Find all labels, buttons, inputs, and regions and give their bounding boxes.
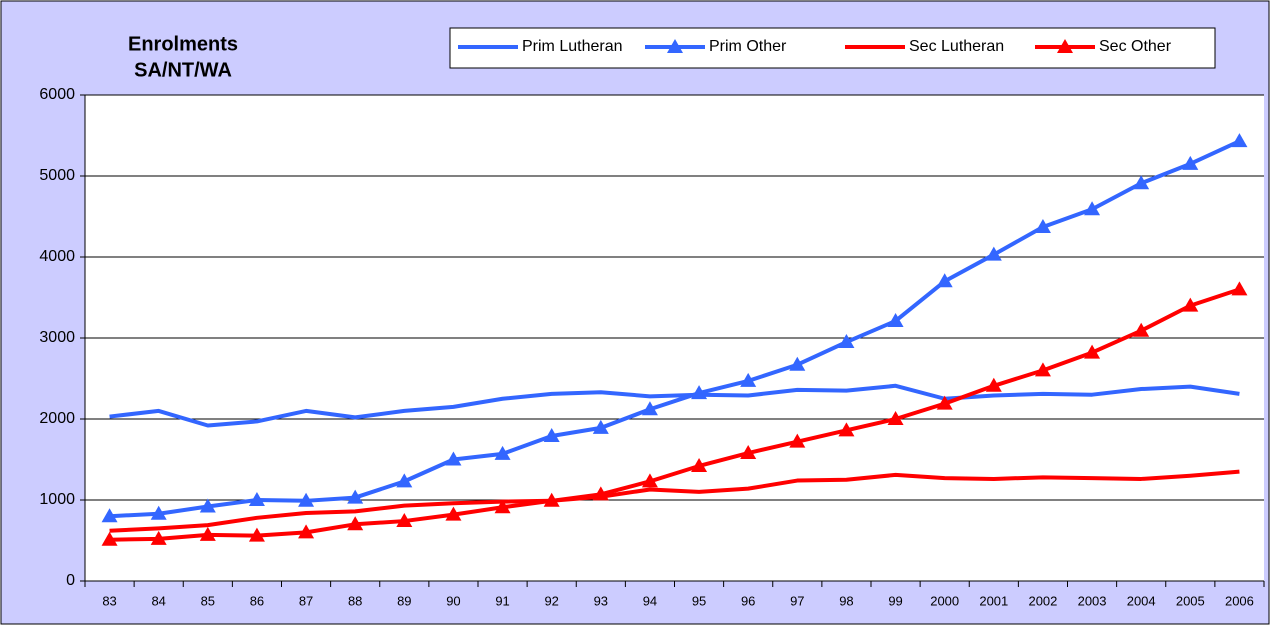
- data-point: [1034, 219, 1051, 234]
- data-point: [985, 246, 1002, 261]
- data-point: [887, 312, 904, 327]
- x-tick-label: 90: [446, 593, 460, 608]
- data-point: [199, 526, 216, 541]
- x-tick-label: 93: [594, 593, 608, 608]
- data-point: [347, 489, 364, 504]
- data-point: [445, 451, 462, 466]
- y-tick-label: 1000: [39, 491, 75, 508]
- data-point: [445, 506, 462, 521]
- data-point: [936, 395, 953, 410]
- data-point: [101, 531, 118, 546]
- data-point: [150, 530, 167, 545]
- chart-title: Enrolments: [128, 33, 238, 55]
- x-tick-label: 89: [397, 593, 411, 608]
- data-point: [936, 273, 953, 288]
- data-point: [691, 385, 708, 400]
- data-point: [1133, 175, 1150, 190]
- data-point: [543, 428, 560, 443]
- x-tick-label: 92: [544, 593, 558, 608]
- data-point: [740, 445, 757, 460]
- data-point: [887, 411, 904, 425]
- data-point: [396, 473, 413, 488]
- data-point: [592, 486, 609, 501]
- data-point: [248, 492, 265, 506]
- data-point: [298, 492, 315, 507]
- legend-label: Sec Other: [1099, 38, 1172, 55]
- y-tick-label: 5000: [39, 167, 75, 184]
- x-tick-label: 2006: [1225, 593, 1254, 608]
- data-point: [1034, 362, 1051, 377]
- data-point: [150, 505, 167, 520]
- data-point: [789, 356, 806, 371]
- y-tick-label: 4000: [39, 248, 75, 265]
- data-point: [199, 498, 216, 513]
- data-point: [838, 422, 855, 437]
- x-tick-label: 91: [495, 593, 509, 608]
- legend-label: Prim Other: [709, 38, 787, 55]
- data-point: [641, 401, 658, 416]
- series-line: [109, 383, 1240, 428]
- legend-marker: [667, 39, 683, 53]
- x-tick-label: 97: [790, 593, 804, 608]
- legend-label: Sec Lutheran: [909, 38, 1004, 55]
- data-point: [1231, 133, 1248, 148]
- data-point: [494, 499, 511, 514]
- data-point: [985, 377, 1002, 392]
- x-tick-label: 87: [299, 593, 313, 608]
- x-tick-label: 2005: [1176, 593, 1205, 608]
- data-point: [641, 473, 658, 488]
- data-point: [1133, 322, 1150, 337]
- data-point: [494, 445, 511, 460]
- data-point: [838, 334, 855, 349]
- series-line: [109, 469, 1240, 533]
- data-point: [1182, 155, 1199, 170]
- x-tick-label: 95: [692, 593, 706, 608]
- data-point: [298, 524, 315, 539]
- x-tick-label: 96: [741, 593, 755, 608]
- data-point: [789, 433, 806, 448]
- data-point: [592, 419, 609, 434]
- x-tick-label: 2001: [979, 593, 1008, 608]
- y-tick-label: 2000: [39, 410, 75, 427]
- data-point: [1084, 344, 1101, 359]
- x-tick-label: 2003: [1078, 593, 1107, 608]
- y-tick-label: 0: [66, 572, 75, 589]
- x-tick-label: 83: [102, 593, 116, 608]
- chart-subtitle: SA/NT/WA: [134, 59, 232, 81]
- x-tick-label: 84: [151, 593, 165, 608]
- data-point: [740, 372, 757, 387]
- data-point: [396, 513, 413, 528]
- x-tick-label: 98: [839, 593, 853, 608]
- data-point: [691, 457, 708, 472]
- x-tick-label: 85: [201, 593, 215, 608]
- legend-marker: [1057, 39, 1073, 53]
- x-tick-label: 2004: [1127, 593, 1156, 608]
- x-tick-label: 88: [348, 593, 362, 608]
- x-tick-label: 86: [250, 593, 264, 608]
- data-point: [1231, 281, 1248, 296]
- legend-label: Prim Lutheran: [522, 38, 623, 55]
- y-tick-label: 3000: [39, 329, 75, 346]
- x-tick-label: 2000: [930, 593, 959, 608]
- series-line: [109, 287, 1241, 542]
- data-point: [543, 492, 560, 507]
- x-tick-label: 99: [888, 593, 902, 608]
- x-tick-label: 94: [643, 593, 657, 608]
- data-point: [1182, 297, 1199, 312]
- data-point: [101, 508, 118, 523]
- x-tick-label: 2002: [1028, 593, 1057, 608]
- y-tick-label: 6000: [39, 86, 75, 103]
- data-point: [347, 516, 364, 531]
- data-point: [248, 527, 265, 542]
- series-line: [109, 139, 1241, 519]
- data-point: [1084, 201, 1101, 216]
